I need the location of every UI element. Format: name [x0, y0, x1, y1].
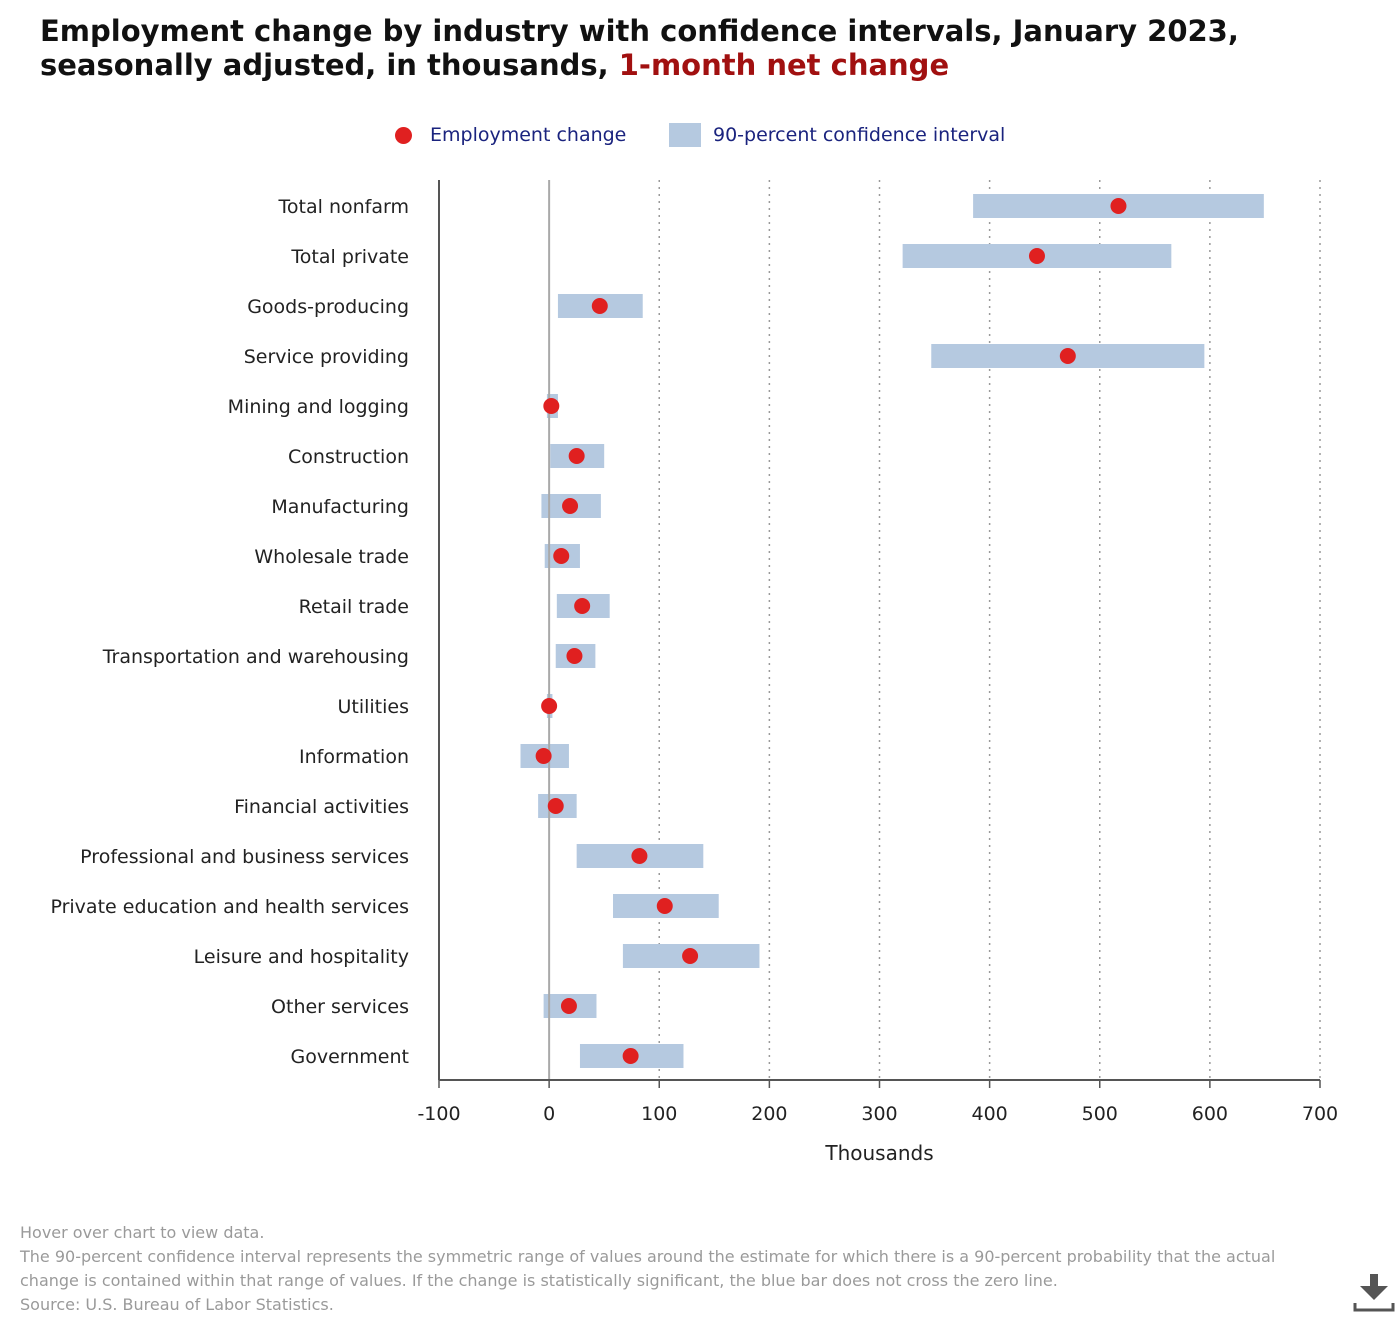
employment-change-point[interactable]: [656, 898, 673, 914]
category-label: Transportation and warehousing: [102, 646, 409, 668]
employment-change-point[interactable]: [682, 948, 699, 964]
employment-change-point[interactable]: [543, 398, 560, 414]
employment-change-point[interactable]: [560, 998, 577, 1014]
employment-change-point[interactable]: [622, 1048, 639, 1064]
employment-change-point[interactable]: [541, 698, 558, 714]
x-tick-label: 600: [1192, 1103, 1228, 1125]
chart-plot[interactable]: Total nonfarm Total private Goods-producin…: [0, 0, 1400, 1180]
x-tick-label: 500: [1082, 1103, 1118, 1125]
legend-item-employment-change[interactable]: Employment change: [395, 120, 626, 150]
chart-title-highlight: 1-month net change: [618, 48, 950, 82]
hover-note: Hover over chart to view data.: [20, 1223, 265, 1242]
category-label: Goods-producing: [247, 296, 409, 318]
employment-change-point[interactable]: [535, 748, 552, 764]
employment-change-point[interactable]: [547, 798, 564, 814]
category-label: Total nonfarm: [278, 196, 409, 218]
category-label: Utilities: [337, 696, 409, 718]
category-label: Information: [299, 746, 409, 768]
x-tick-label: 300: [861, 1103, 897, 1125]
category-label: Private education and health services: [50, 896, 409, 918]
category-label: Government: [291, 1046, 410, 1068]
category-label: Construction: [288, 446, 409, 468]
chart-title-main: Employment change by industry with confi…: [40, 14, 1239, 82]
download-icon: [1353, 1274, 1395, 1312]
chart-title: Employment change by industry with confi…: [40, 14, 1360, 82]
download-button[interactable]: [1352, 1270, 1396, 1314]
category-label: Leisure and hospitality: [194, 946, 409, 968]
legend-item-confidence-interval[interactable]: 90-percent confidence interval: [669, 120, 1005, 150]
interval-description: The 90-percent confidence interval repre…: [20, 1247, 1276, 1290]
chart-legend: Employment change 90-percent confidence …: [0, 120, 1400, 150]
category-label: Manufacturing: [271, 496, 409, 518]
legend-box-icon: [669, 123, 701, 147]
employment-change-point[interactable]: [562, 498, 579, 514]
legend-label-employment-change: Employment change: [430, 124, 627, 146]
category-label: Retail trade: [299, 596, 409, 618]
employment-change-point[interactable]: [1059, 348, 1076, 364]
employment-change-point[interactable]: [553, 548, 570, 564]
employment-change-point[interactable]: [1028, 248, 1045, 264]
category-label: Total private: [290, 246, 409, 268]
legend-label-confidence-interval: 90-percent confidence interval: [713, 124, 1006, 146]
x-tick-label: 100: [641, 1103, 677, 1125]
x-tick-label: 700: [1302, 1103, 1338, 1125]
legend-dot-icon: [395, 126, 412, 144]
employment-change-point[interactable]: [568, 448, 585, 464]
category-label: Wholesale trade: [254, 546, 409, 568]
employment-change-point[interactable]: [631, 848, 648, 864]
employment-change-point[interactable]: [574, 598, 591, 614]
source-note: Source: U.S. Bureau of Labor Statistics.: [20, 1295, 334, 1314]
x-axis-label: Thousands: [824, 1141, 933, 1165]
employment-change-point[interactable]: [591, 298, 608, 314]
category-label: Other services: [271, 996, 409, 1018]
x-tick-label: 200: [751, 1103, 787, 1125]
employment-change-point[interactable]: [1110, 198, 1127, 214]
x-tick-label: 0: [543, 1103, 555, 1125]
category-label: Service providing: [244, 346, 409, 368]
employment-change-point[interactable]: [566, 648, 583, 664]
x-tick-label: 400: [971, 1103, 1007, 1125]
x-tick-label: -100: [417, 1103, 460, 1125]
chart-notes: Hover over chart to view data. The 90-pe…: [20, 1221, 1320, 1317]
category-label: Mining and logging: [228, 396, 409, 418]
category-label: Professional and business services: [80, 846, 409, 868]
category-label: Financial activities: [234, 796, 409, 818]
